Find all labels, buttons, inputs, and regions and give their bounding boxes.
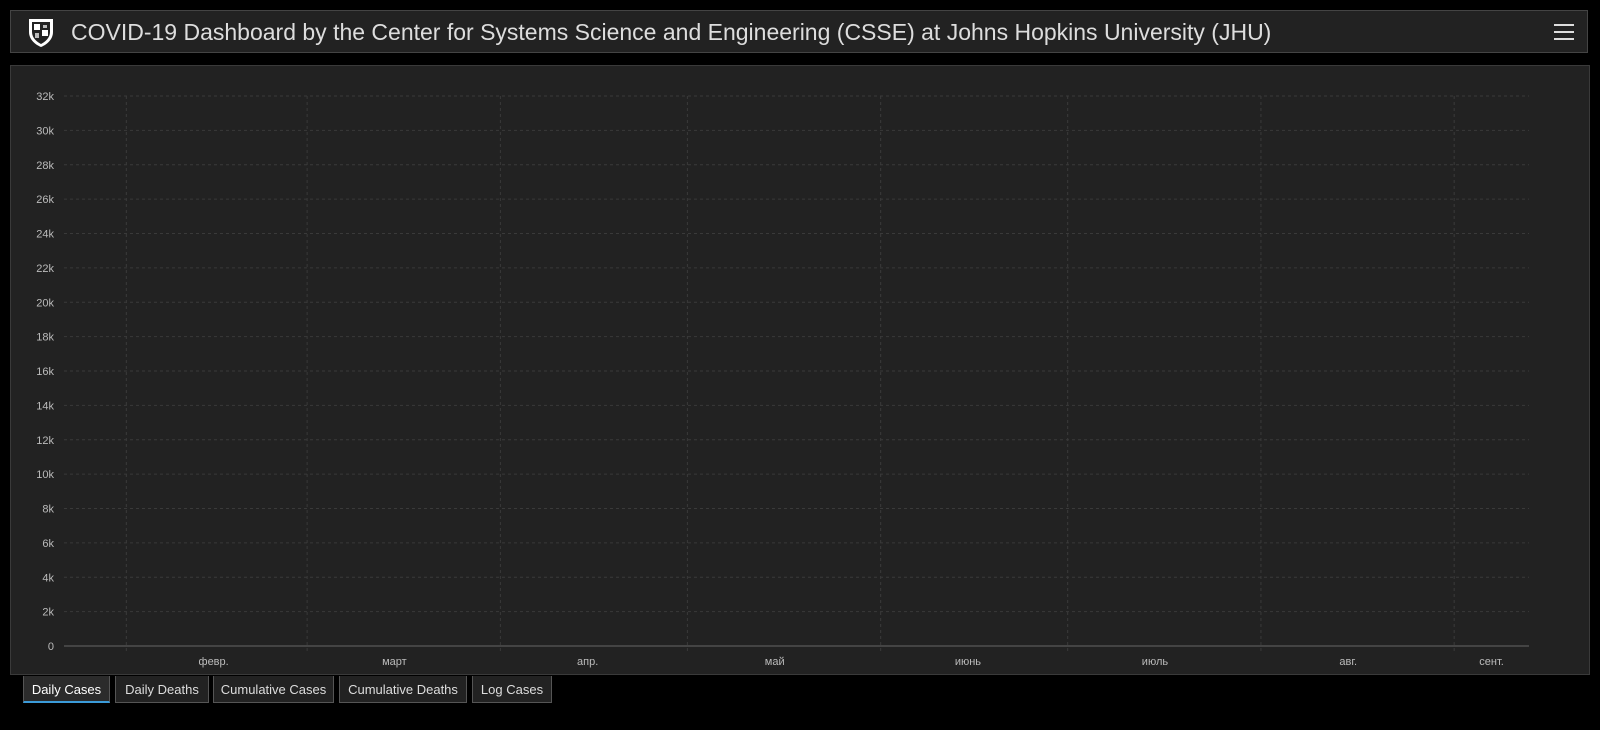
chart-panel: 0 2k 4k 6k 8k 10k 12k 14k 16k 18k 20k 22k 24k 26k 28k 3… xyxy=(10,65,1590,675)
shield-logo-icon xyxy=(29,19,53,47)
y-tick-label: 20k xyxy=(36,297,54,309)
hamburger-menu-icon[interactable] xyxy=(1551,19,1577,45)
y-tick-label: 2k xyxy=(42,607,54,619)
tab-cumulative-cases[interactable]: Cumulative Cases xyxy=(213,676,334,703)
x-tick-label: март xyxy=(382,656,407,668)
y-tick-label: 32k xyxy=(36,91,54,103)
tab-daily-cases[interactable]: Daily Cases xyxy=(23,676,110,703)
x-tick-label: апр. xyxy=(577,656,598,668)
x-tick-label: май xyxy=(765,656,785,668)
y-tick-label: 4k xyxy=(42,572,54,584)
tab-cumulative-deaths[interactable]: Cumulative Deaths xyxy=(339,676,467,703)
x-tick-label: июль xyxy=(1142,656,1169,668)
y-tick-label: 0 xyxy=(48,641,54,653)
y-tick-label: 18k xyxy=(36,332,54,344)
y-tick-label: 8k xyxy=(42,504,54,516)
y-tick-label: 6k xyxy=(42,538,54,550)
tab-daily-deaths[interactable]: Daily Deaths xyxy=(115,676,209,703)
y-tick-label: 22k xyxy=(36,263,54,275)
page-title: COVID-19 Dashboard by the Center for Sys… xyxy=(71,19,1272,45)
y-tick-label: 28k xyxy=(36,160,54,172)
y-tick-label: 10k xyxy=(36,469,54,481)
tab-log-cases[interactable]: Log Cases xyxy=(472,676,552,703)
x-tick-label: авг. xyxy=(1339,656,1357,668)
x-tick-label: сент. xyxy=(1479,656,1504,668)
x-tick-label: февр. xyxy=(199,656,229,668)
dashboard-header: COVID-19 Dashboard by the Center for Sys… xyxy=(10,10,1588,53)
y-tick-label: 14k xyxy=(36,400,54,412)
x-tick-label: июнь xyxy=(955,656,981,668)
y-tick-label: 26k xyxy=(36,194,54,206)
y-tick-label: 16k xyxy=(36,366,54,378)
y-tick-label: 24k xyxy=(36,229,54,241)
y-tick-label: 30k xyxy=(36,125,54,137)
daily-cases-chart: 0 2k 4k 6k 8k 10k 12k 14k 16k 18k 20k 22k 24k 26k 28k 3… xyxy=(36,91,1529,668)
y-tick-label: 12k xyxy=(36,435,54,447)
